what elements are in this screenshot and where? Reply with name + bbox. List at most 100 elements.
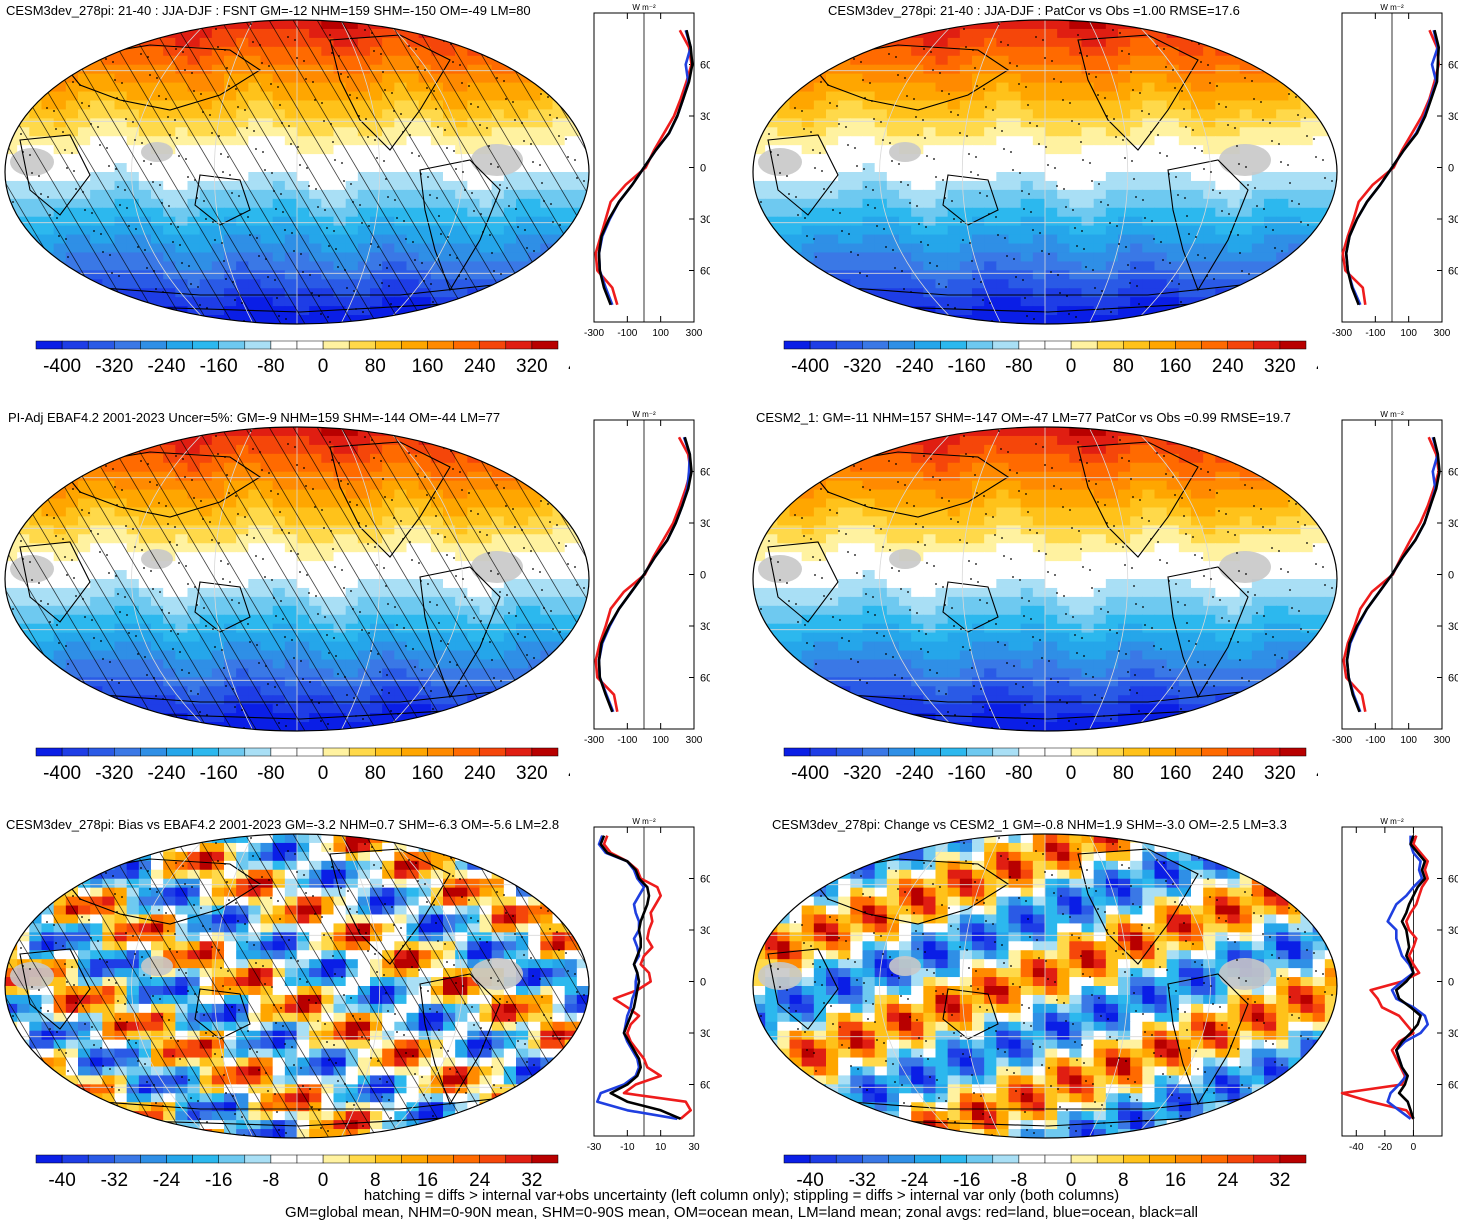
- field-cell: [1264, 28, 1277, 39]
- field-cell: [1288, 118, 1302, 128]
- field-cell: [959, 288, 973, 298]
- stipple-dot: [539, 164, 541, 166]
- field-cell: [1227, 225, 1241, 236]
- field-cell: [53, 136, 67, 146]
- field-cell: [1239, 28, 1253, 39]
- colorbar-swatch: [505, 340, 533, 350]
- stipple-dot: [261, 62, 263, 64]
- field-cell: [114, 462, 128, 473]
- colorbar-label: 320: [1264, 356, 1296, 377]
- hatch-line: [460, 20, 589, 324]
- field-cell: [1251, 55, 1265, 66]
- field-cell: [516, 480, 529, 491]
- field-cell: [199, 109, 213, 119]
- colorbar-swatch: [914, 340, 941, 350]
- field-cell: [248, 189, 262, 200]
- field-cell: [972, 46, 985, 57]
- field-cell: [17, 91, 30, 102]
- field-cell: [163, 534, 176, 544]
- field-cell: [41, 453, 55, 464]
- field-cell: [959, 127, 973, 137]
- stipple-dot: [293, 250, 295, 252]
- field-cell: [175, 64, 189, 75]
- field-cell: [297, 118, 310, 128]
- field-cell: [17, 480, 30, 491]
- field-cell: [163, 136, 176, 146]
- field-cell: [777, 100, 791, 111]
- stipple-dot: [35, 68, 37, 70]
- field-cell: [838, 315, 851, 324]
- field-cell: [1276, 37, 1289, 48]
- field-cell: [418, 145, 432, 155]
- stipple-dot: [541, 182, 543, 184]
- field-cell: [260, 82, 274, 93]
- stipple-dot: [23, 240, 25, 242]
- field-cell: [1264, 306, 1277, 316]
- field-cell: [1264, 55, 1277, 66]
- field-cell: [503, 471, 517, 482]
- field-cell: [138, 462, 152, 473]
- field-cell: [765, 127, 778, 137]
- field-cell: [187, 534, 201, 544]
- field-cell: [90, 315, 103, 324]
- field-cell: [552, 64, 566, 75]
- field-cell: [516, 489, 529, 500]
- field-cell: [528, 198, 541, 209]
- field-cell: [406, 507, 420, 518]
- field-cell: [394, 471, 408, 482]
- field-cell: [272, 444, 286, 455]
- stipple-dot: [358, 115, 360, 117]
- field-cell: [53, 20, 67, 30]
- field-cell: [874, 91, 888, 102]
- field-cell: [503, 543, 517, 553]
- field-cell: [187, 37, 201, 48]
- field-cell: [1093, 198, 1107, 209]
- field-cell: [1312, 189, 1326, 200]
- field-cell: [491, 207, 505, 218]
- field-cell: [5, 288, 18, 298]
- field-cell: [516, 180, 529, 191]
- field-cell: [552, 109, 566, 119]
- field-cell: [564, 73, 578, 84]
- field-cell: [923, 234, 937, 245]
- field-cell: [321, 145, 335, 155]
- field-cell: [65, 46, 79, 57]
- colorbar-swatch: [87, 340, 115, 350]
- field-cell: [1227, 46, 1241, 57]
- field-cell: [309, 498, 322, 509]
- field-cell: [53, 109, 67, 119]
- field-cell: [5, 225, 18, 236]
- field-cell: [838, 189, 851, 200]
- field-cell: [1081, 46, 1095, 57]
- stipple-dot: [252, 41, 254, 43]
- stipple-dot: [164, 309, 166, 311]
- field-cell: [1166, 234, 1180, 245]
- field-cell: [503, 435, 517, 446]
- field-cell: [163, 525, 176, 535]
- stipple-dot: [76, 277, 78, 279]
- stipple-dot: [406, 27, 408, 29]
- field-cell: [17, 118, 30, 128]
- field-cell: [491, 297, 505, 307]
- stipple-dot: [119, 204, 121, 206]
- field-cell: [53, 252, 67, 263]
- stipple-dot: [32, 261, 34, 263]
- field-cell: [516, 261, 529, 271]
- field-cell: [357, 55, 371, 66]
- field-cell: [224, 172, 237, 182]
- field-cell: [1020, 64, 1034, 75]
- field-cell: [1130, 118, 1143, 128]
- field-cell: [78, 315, 91, 324]
- field-cell: [357, 234, 371, 245]
- stipple-dot: [915, 116, 917, 118]
- field-cell: [996, 64, 1010, 75]
- field-cell: [996, 20, 1010, 30]
- field-cell: [862, 136, 876, 146]
- field-cell: [17, 189, 30, 200]
- field-cell: [935, 20, 949, 30]
- field-cell: [850, 145, 864, 155]
- field-cell: [801, 261, 815, 271]
- field-cell: [394, 453, 408, 464]
- field-cell: [1264, 189, 1277, 200]
- stipple-dot: [134, 139, 136, 141]
